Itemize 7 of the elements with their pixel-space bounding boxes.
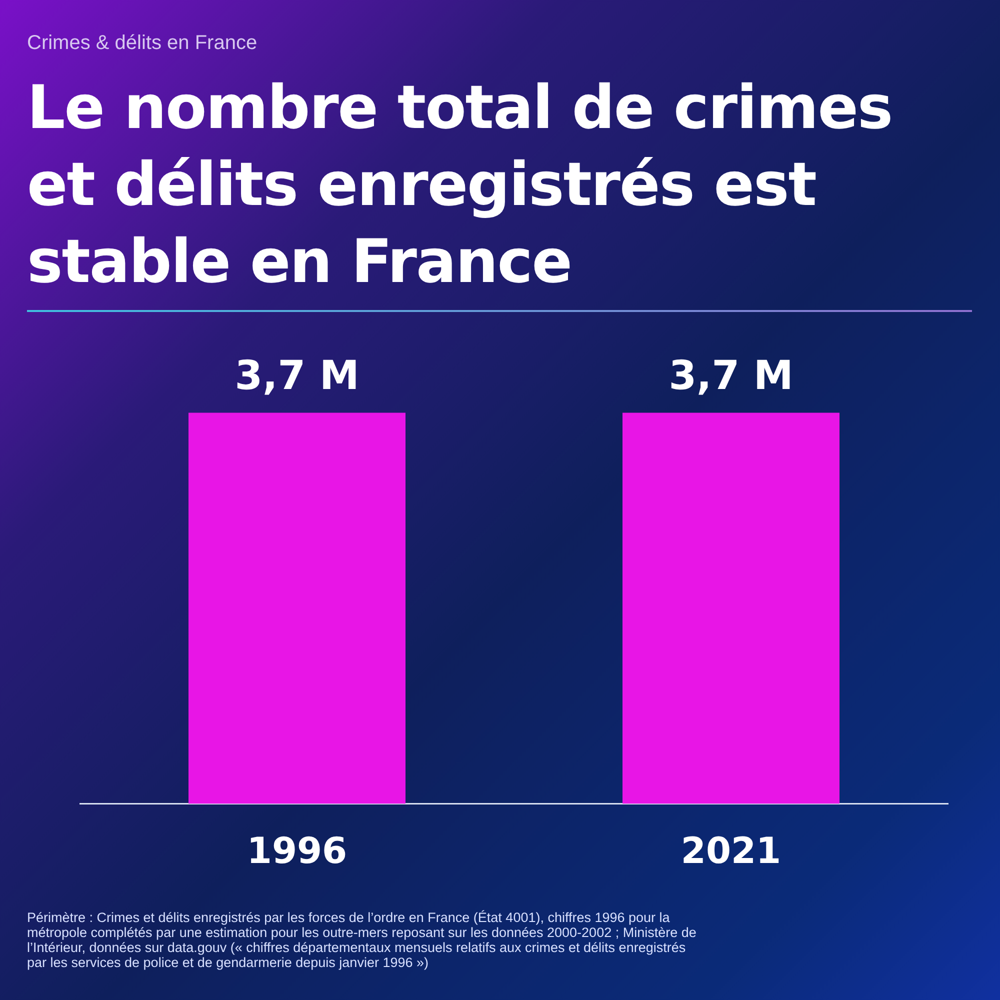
chart-title: Le nombre total de crimes et délits enregistrés est stable en France (27, 72, 894, 299)
data-label: 3,7 M (234, 353, 360, 400)
x-tick-label: 1996 (246, 830, 348, 872)
data-label: 3,7 M (668, 353, 794, 400)
chart-subtitle: Crimes & délits en France (27, 32, 258, 55)
x-tick-label: 2021 (680, 830, 782, 872)
text: Périmètre : Crimes et délits enregistrés par les forces de l’ordre en France (État 4001), chiffres 1996 pour la métropole complétés par une estimation pour les outre-mers reposant sur les données 2000-2002 ; Ministère de l’Intérieur, données sur data.gouv (« chiffres départementaux mensuels relatifs aux crimes et délits enregistrés par les services de police et de gendarmerie depuis janvier 1996 ») (27, 910, 698, 970)
